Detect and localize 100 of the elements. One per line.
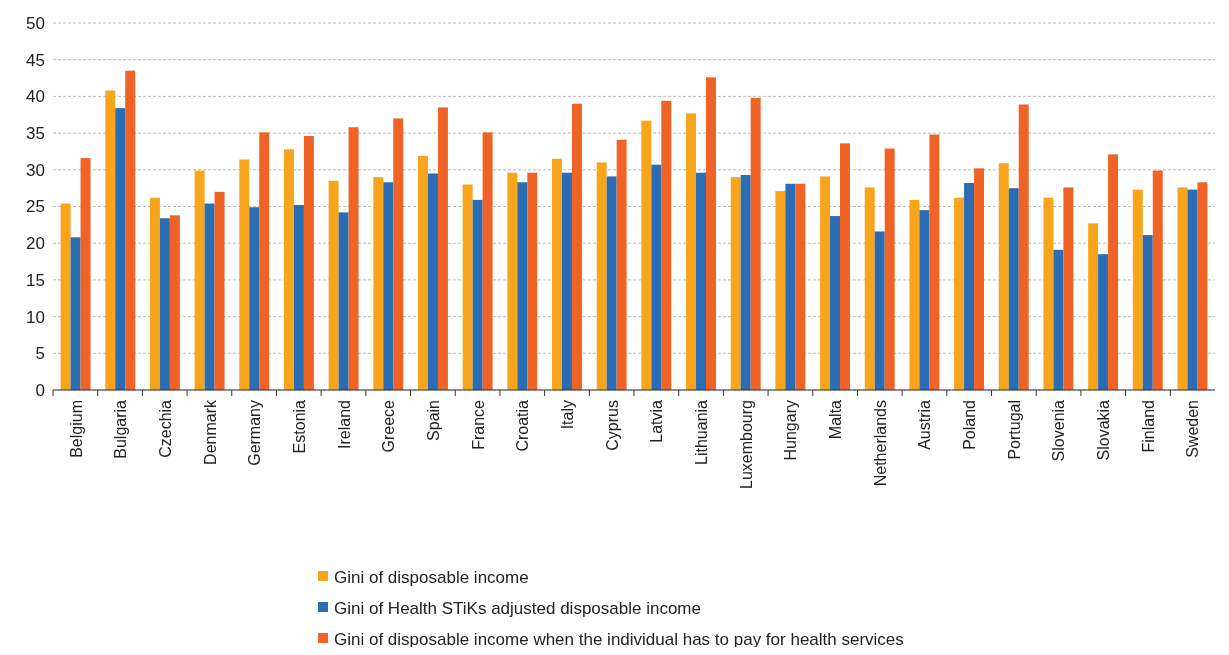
bar	[373, 177, 384, 390]
bar	[909, 199, 920, 390]
bar	[964, 183, 975, 390]
bar	[507, 172, 518, 390]
y-tick-label: 30	[26, 160, 45, 180]
x-tick-label: Slovakia	[1095, 399, 1113, 461]
bar	[1018, 104, 1029, 390]
bar	[661, 100, 672, 390]
bar	[919, 210, 930, 390]
bar	[840, 143, 850, 390]
bar	[249, 207, 260, 390]
bar	[462, 184, 473, 390]
x-tick-label: Poland	[961, 400, 979, 450]
bar	[283, 149, 294, 390]
x-tick-label: Estonia	[290, 399, 308, 454]
legend-label: Gini of disposable income	[334, 567, 529, 587]
bar	[383, 182, 394, 390]
bar	[293, 205, 304, 390]
x-tick-label: Hungary	[782, 400, 800, 461]
bar	[169, 215, 180, 390]
bar	[1152, 170, 1163, 390]
x-tick-label: Germany	[246, 400, 264, 466]
bar	[303, 136, 314, 390]
bar	[427, 173, 438, 390]
bar	[606, 176, 617, 390]
bar	[596, 162, 607, 390]
bar	[214, 191, 225, 390]
y-tick-label: 5	[35, 344, 45, 364]
bar	[795, 183, 806, 390]
bar	[954, 197, 965, 390]
x-tick-label: Belgium	[67, 400, 85, 458]
bar	[1187, 189, 1198, 390]
bar	[1177, 187, 1188, 390]
x-tick-label: Finland	[1139, 400, 1157, 453]
bar	[651, 164, 662, 390]
bar	[785, 183, 796, 390]
x-tick-label: Greece	[380, 399, 398, 453]
bar	[696, 172, 706, 390]
bar	[1008, 188, 1019, 390]
bar	[1088, 223, 1099, 390]
bar	[706, 77, 716, 390]
bar	[418, 155, 428, 390]
bar	[1132, 189, 1143, 390]
x-tick-label: Lithuania	[693, 399, 711, 465]
bar	[974, 168, 985, 390]
bar	[517, 182, 528, 390]
x-tick-label: Italy	[558, 400, 576, 430]
y-tick-label: 35	[26, 124, 45, 144]
bar	[820, 176, 831, 390]
bar	[482, 132, 493, 390]
bar	[149, 197, 160, 390]
bar	[1053, 249, 1064, 390]
bar	[730, 177, 741, 390]
x-tick-label: Czechia	[156, 399, 174, 458]
bar	[998, 163, 1009, 390]
bar	[125, 70, 136, 390]
bar	[562, 172, 572, 390]
bar	[70, 237, 81, 390]
x-tick-label: Ireland	[335, 400, 353, 449]
bar	[527, 172, 538, 390]
bar	[929, 134, 940, 390]
bar	[740, 174, 751, 390]
bar	[884, 148, 895, 390]
y-tick-label: 45	[26, 50, 45, 70]
x-tick-label: Portugal	[1005, 400, 1023, 460]
x-tick-label: Spain	[424, 400, 442, 441]
bar	[1197, 182, 1208, 390]
bar	[864, 187, 875, 390]
bar	[775, 191, 786, 390]
x-tick-label: Slovenia	[1050, 399, 1068, 462]
x-tick-label: Croatia	[514, 399, 532, 452]
bar	[328, 180, 339, 390]
bar	[105, 90, 116, 390]
bar	[1063, 187, 1074, 390]
x-tick-label: Cyprus	[603, 400, 621, 451]
bar	[194, 170, 205, 390]
bar	[552, 158, 562, 390]
x-tick-label: Sweden	[1184, 400, 1202, 458]
bar	[338, 212, 349, 390]
y-tick-label: 50	[26, 13, 45, 33]
bar	[1142, 235, 1153, 390]
bar	[686, 113, 697, 390]
x-tick-label: Luxembourg	[737, 400, 755, 489]
bar	[204, 203, 215, 390]
y-tick-label: 25	[26, 197, 45, 217]
bar	[1108, 154, 1119, 390]
bar	[259, 132, 270, 390]
y-tick-label: 40	[26, 87, 45, 107]
x-tick-label: Denmark	[201, 399, 219, 465]
x-tick-label: Netherlands	[871, 400, 889, 487]
y-tick-label: 15	[26, 270, 45, 290]
bar	[393, 118, 404, 390]
x-tick-label: France	[469, 399, 487, 450]
bar	[239, 159, 250, 390]
y-tick-label: 20	[26, 234, 45, 254]
bar	[571, 103, 582, 390]
bar	[472, 199, 483, 390]
bar	[60, 203, 71, 390]
x-tick-label: Latvia	[648, 399, 666, 443]
bar	[1098, 254, 1109, 390]
